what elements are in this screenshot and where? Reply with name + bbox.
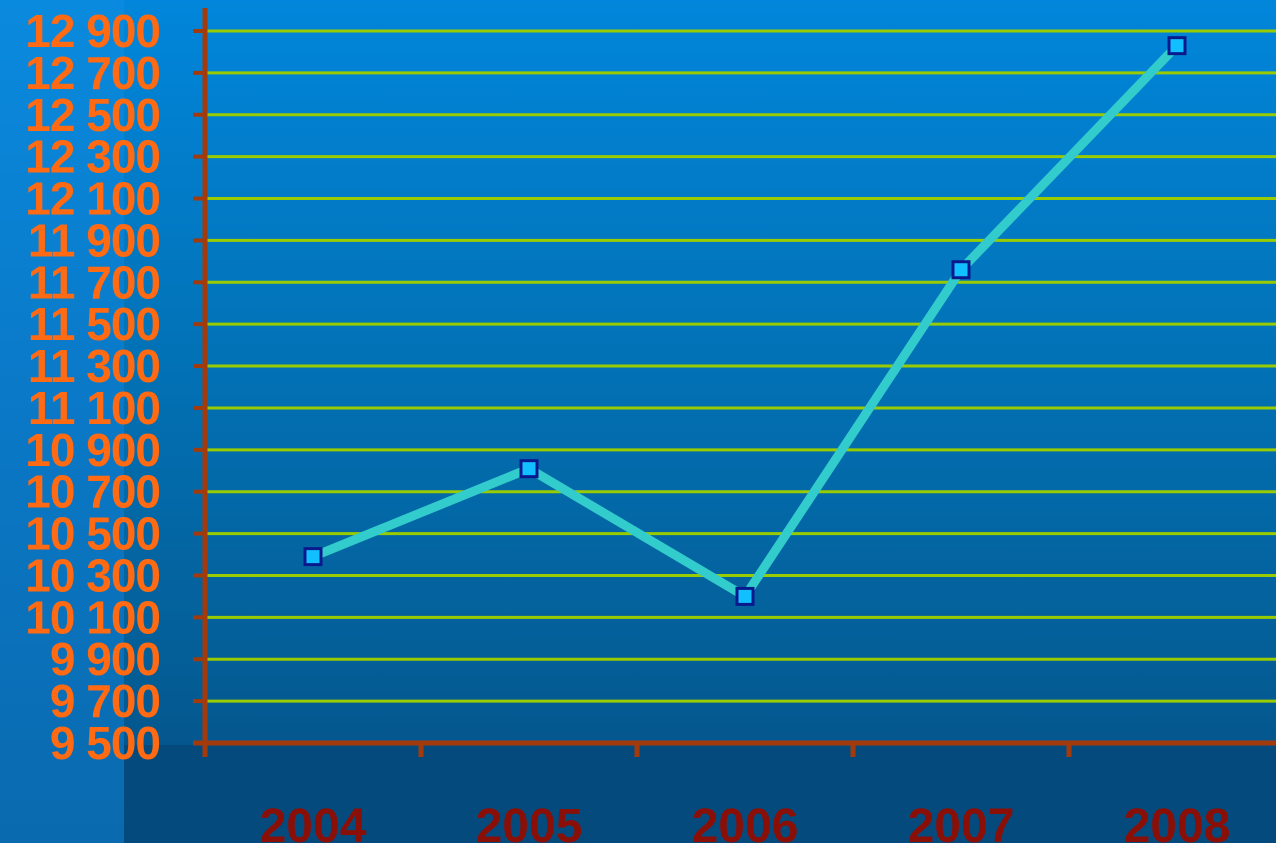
- x-tick-marks: [202, 743, 1072, 757]
- axis-label-band: [124, 745, 1276, 843]
- y-tick-label: 9 500: [50, 717, 160, 769]
- data-point: [1167, 36, 1187, 56]
- y-tick-label: 11 900: [28, 214, 160, 266]
- y-tick-label: 12 100: [25, 173, 160, 225]
- y-tick-label: 11 300: [28, 340, 160, 392]
- data-point: [303, 547, 323, 567]
- x-tick-label: 2007: [908, 800, 1015, 843]
- data-point: [735, 586, 755, 606]
- axes: [193, 8, 1276, 757]
- y-tick-label: 10 300: [25, 549, 160, 601]
- y-tick-label: 10 700: [25, 466, 160, 518]
- y-tick-label: 11 700: [28, 256, 160, 308]
- data-point: [951, 260, 971, 280]
- y-tick-label: 12 700: [25, 47, 160, 99]
- y-tick-label: 11 100: [28, 382, 160, 434]
- y-tick-label: 11 500: [28, 298, 160, 350]
- y-tick-label: 12 300: [25, 131, 160, 183]
- series-line: [311, 42, 1181, 601]
- left-band: [0, 0, 124, 843]
- y-tick-label: 10 500: [25, 508, 160, 560]
- y-tick-label: 12 500: [25, 89, 160, 141]
- x-tick-labels: 2004 2005 2006 2007 2008: [260, 800, 1231, 843]
- series: [303, 36, 1187, 606]
- data-point: [519, 459, 539, 479]
- x-tick-label: 2005: [476, 800, 583, 843]
- gridlines: [205, 29, 1276, 703]
- y-tick-label: 9 900: [50, 633, 160, 685]
- y-tick-label: 10 100: [25, 591, 160, 643]
- x-tick-label: 2006: [692, 800, 799, 843]
- x-tick-label: 2008: [1124, 800, 1231, 843]
- y-tick-label: 12 900: [25, 5, 160, 57]
- x-tick-label: 2004: [260, 800, 367, 843]
- y-tick-label: 10 900: [25, 424, 160, 476]
- y-tick-label: 9 700: [50, 675, 160, 727]
